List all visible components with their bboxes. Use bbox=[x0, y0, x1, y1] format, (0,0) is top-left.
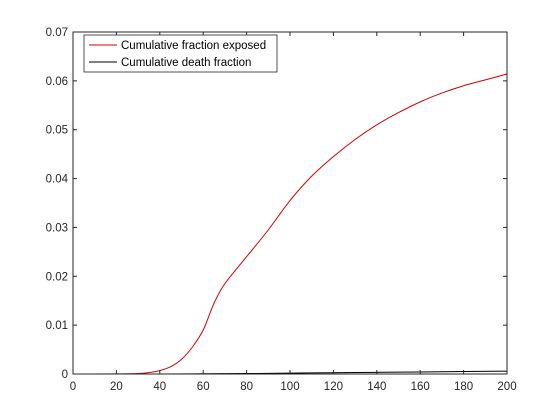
plot-area bbox=[73, 32, 507, 374]
y-tick-label: 0.03 bbox=[46, 222, 68, 234]
x-tick-label: 60 bbox=[197, 381, 210, 393]
x-tick-label: 180 bbox=[454, 381, 473, 393]
x-tick-label: 160 bbox=[411, 381, 430, 393]
y-tick-label: 0.02 bbox=[46, 271, 68, 283]
legend-box bbox=[83, 34, 278, 73]
y-tick-label: 0 bbox=[62, 369, 68, 381]
x-tick-label: 100 bbox=[280, 381, 299, 393]
x-tick-label: 120 bbox=[324, 381, 343, 393]
legend-label-death: Cumulative death fraction bbox=[121, 57, 251, 69]
x-tick-label: 80 bbox=[240, 381, 253, 393]
y-tick-label: 0.05 bbox=[46, 125, 68, 137]
x-tick-label: 140 bbox=[367, 381, 386, 393]
y-tick-label: 0.04 bbox=[46, 174, 69, 186]
series-line-exposed bbox=[72, 73, 508, 375]
x-tick-label: 20 bbox=[110, 381, 123, 393]
tick-layer: 0 20 40 60 80 100 120 140 160 180 200 0 0.01 0.02 0.03… bbox=[46, 27, 517, 393]
y-tick-label: 0.01 bbox=[46, 320, 68, 332]
legend-label-exposed: Cumulative fraction exposed bbox=[121, 40, 266, 52]
y-tick-label: 0.07 bbox=[46, 27, 68, 39]
y-tick-label: 0.06 bbox=[46, 76, 68, 88]
x-tick-label: 200 bbox=[497, 381, 516, 393]
x-tick-label: 40 bbox=[153, 381, 166, 393]
legend: Cumulative fraction exposed Cumulative d… bbox=[83, 34, 278, 73]
x-tick-label: 0 bbox=[70, 381, 76, 393]
